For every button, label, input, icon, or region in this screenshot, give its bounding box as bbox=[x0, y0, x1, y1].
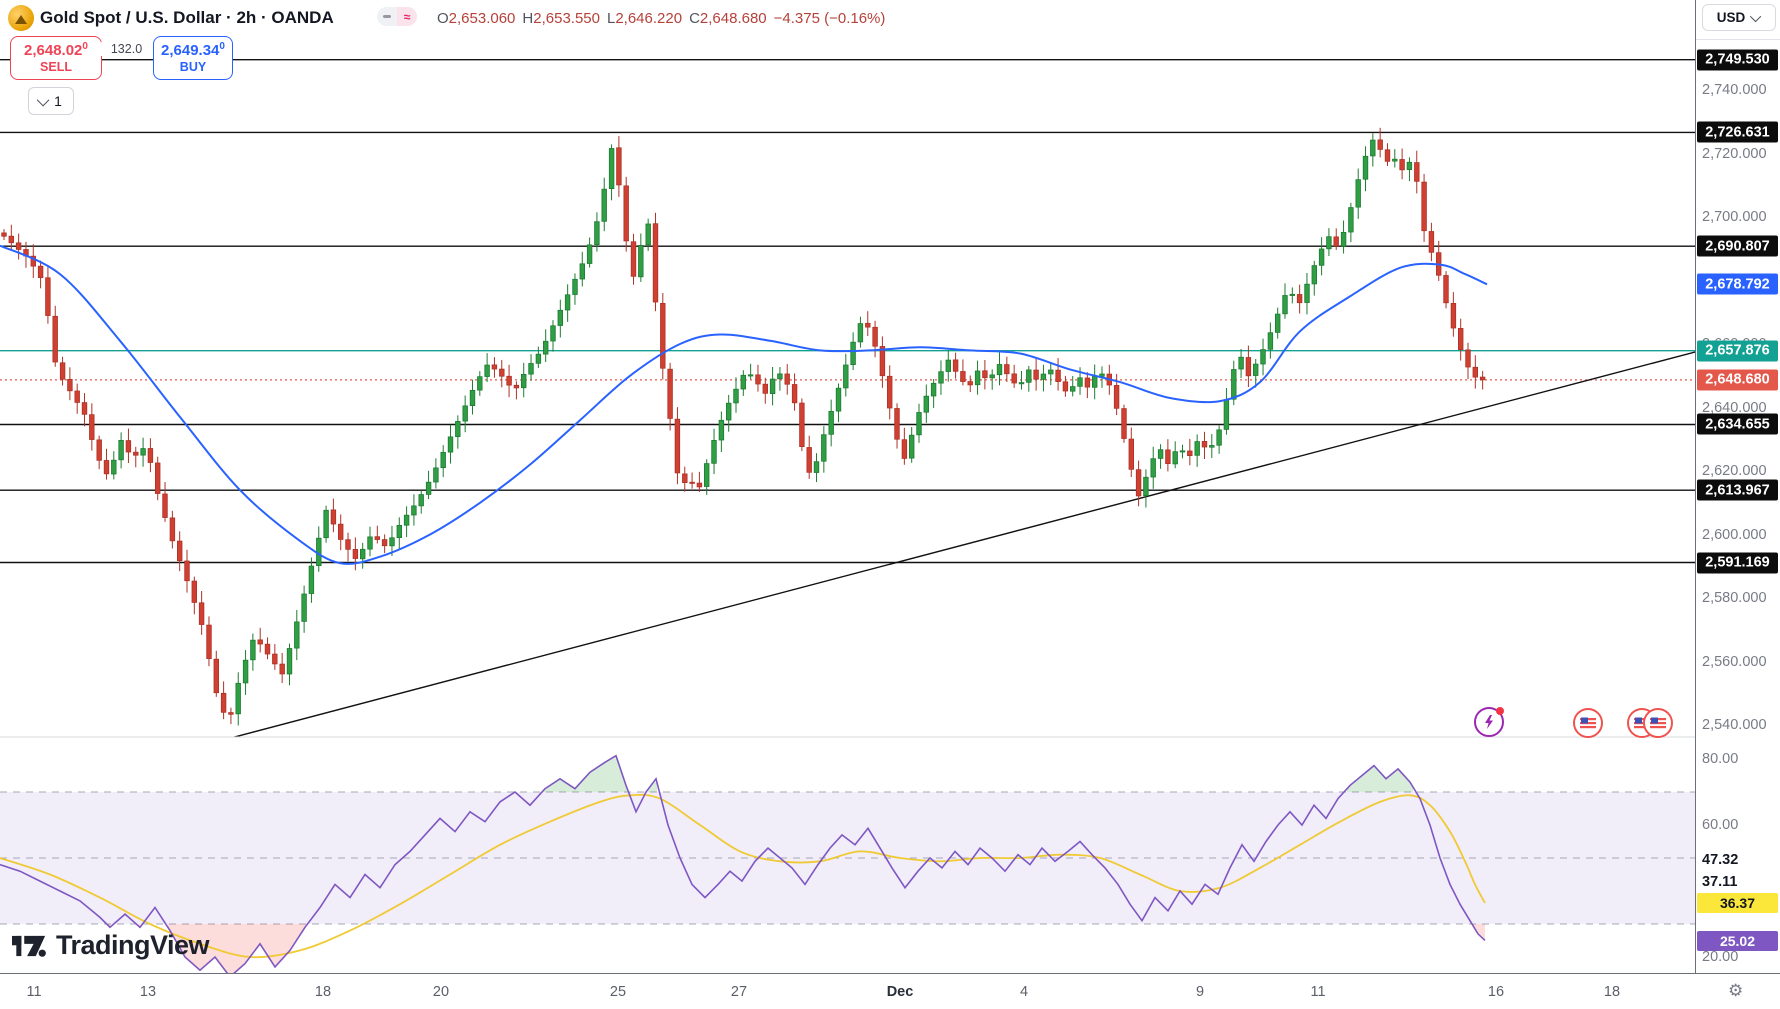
price-badge-level: 2,690.807 bbox=[1697, 235, 1778, 257]
rsi-tick: 20.00 bbox=[1702, 949, 1739, 965]
price-tick: 2,720.000 bbox=[1702, 145, 1767, 162]
market-closed-dash-icon[interactable] bbox=[377, 7, 397, 26]
market-status-toggle[interactable]: ≈ bbox=[377, 7, 417, 26]
close-label: C bbox=[689, 10, 700, 27]
price-badge-level: 2,726.631 bbox=[1697, 121, 1778, 143]
ohlc-readout: O2,653.060 H2,653.550 L2,646.220 C2,648.680… bbox=[437, 10, 885, 27]
time-tick: 16 bbox=[1487, 984, 1505, 1000]
rsi-tick: 37.11 bbox=[1702, 874, 1738, 890]
rsi-badge: 25.02 bbox=[1697, 931, 1778, 951]
chevron-down-icon bbox=[36, 93, 50, 106]
change-value: −4.375 (−0.16%) bbox=[773, 10, 886, 27]
price-badge-level: 2,613.967 bbox=[1697, 479, 1778, 501]
symbol-logo-gold-icon[interactable] bbox=[8, 5, 34, 31]
sell-price: 2,648.02 bbox=[24, 42, 83, 60]
price-badge-level: 2,591.169 bbox=[1697, 552, 1778, 574]
horizontal-level-lines[interactable] bbox=[0, 59, 1695, 564]
axis-separator bbox=[1696, 39, 1780, 40]
tree-count: 1 bbox=[54, 93, 62, 109]
tradingview-watermark: TradingView bbox=[12, 930, 210, 961]
spread-value: 132.0 bbox=[101, 42, 152, 56]
symbol-title[interactable]: Gold Spot / U.S. Dollar · 2h · OANDA bbox=[40, 8, 334, 27]
time-tick: 11 bbox=[26, 984, 42, 1000]
time-tick: 25 bbox=[609, 984, 627, 1000]
gear-icon[interactable]: ⚙ bbox=[1728, 981, 1744, 1000]
close-value: 2,648.680 bbox=[699, 10, 767, 27]
rsi-tick: 47.32 bbox=[1702, 852, 1739, 868]
price-tick: 2,560.000 bbox=[1702, 653, 1767, 670]
sell-label: SELL bbox=[40, 59, 72, 74]
tree-collapse-widget[interactable]: 1 bbox=[28, 87, 74, 115]
time-tick: Dec bbox=[886, 984, 914, 1000]
time-axis[interactable] bbox=[0, 973, 1780, 1009]
tradingview-watermark-text: TradingView bbox=[56, 930, 210, 960]
time-tick: 9 bbox=[1195, 984, 1205, 1000]
buy-button[interactable]: 2,649.340 BUY bbox=[153, 36, 233, 80]
price-tick: 2,540.000 bbox=[1702, 717, 1767, 733]
market-wave-icon[interactable]: ≈ bbox=[397, 7, 417, 26]
time-tick: 4 bbox=[1019, 984, 1029, 1000]
economic-event-flag-icon[interactable] bbox=[1573, 708, 1603, 738]
time-tick: 18 bbox=[314, 984, 332, 1000]
moving-average-line[interactable] bbox=[0, 244, 1488, 565]
price-badge-level: 2,657.876 bbox=[1697, 340, 1778, 362]
sell-price-pip: 0 bbox=[82, 41, 88, 53]
time-tick: 18 bbox=[1603, 984, 1621, 1000]
chevron-down-icon bbox=[1750, 10, 1762, 22]
rsi-badge: 36.37 bbox=[1697, 893, 1778, 913]
open-value: 2,653.060 bbox=[448, 10, 516, 27]
time-tick: 27 bbox=[730, 984, 748, 1000]
tradingview-logo-icon bbox=[12, 935, 46, 957]
buy-price: 2,649.34 bbox=[161, 42, 220, 60]
time-tick: 13 bbox=[139, 984, 157, 1000]
price-tick: 2,620.000 bbox=[1702, 463, 1767, 479]
high-label: H bbox=[522, 10, 534, 27]
low-label: L bbox=[606, 10, 616, 27]
price-tick: 2,640.000 bbox=[1702, 399, 1767, 416]
currency-label: USD bbox=[1716, 10, 1746, 25]
high-value: 2,653.550 bbox=[533, 10, 600, 27]
price-badge-ma: 2,678.792 bbox=[1697, 273, 1778, 295]
price-tick: 2,600.000 bbox=[1702, 526, 1767, 543]
price-tick: 2,700.000 bbox=[1702, 209, 1767, 225]
buy-price-pip: 0 bbox=[219, 41, 225, 53]
time-tick: 20 bbox=[432, 984, 450, 1000]
low-value: 2,646.220 bbox=[615, 10, 683, 27]
buy-label: BUY bbox=[179, 59, 207, 74]
time-tick: 11 bbox=[1310, 984, 1326, 1000]
rsi-tick: 60.00 bbox=[1702, 817, 1739, 833]
economic-event-flag-icon[interactable] bbox=[1643, 708, 1673, 738]
price-tick: 2,740.000 bbox=[1702, 82, 1767, 98]
price-tick: 2,580.000 bbox=[1702, 590, 1767, 606]
price-badge-last-price: 2,648.680 bbox=[1697, 369, 1778, 391]
currency-selector[interactable]: USD bbox=[1702, 4, 1776, 31]
trendline[interactable] bbox=[208, 351, 1695, 744]
price-badge-level: 2,634.655 bbox=[1697, 413, 1778, 435]
rsi-pane[interactable] bbox=[0, 754, 1695, 977]
open-label: O bbox=[437, 10, 449, 27]
lightning-event-icon[interactable] bbox=[1474, 707, 1504, 737]
candlesticks bbox=[1, 127, 1486, 726]
price-badge-level: 2,749.530 bbox=[1697, 49, 1778, 71]
sell-button[interactable]: 2,648.020 SELL bbox=[10, 36, 102, 80]
rsi-tick: 80.00 bbox=[1702, 751, 1739, 767]
